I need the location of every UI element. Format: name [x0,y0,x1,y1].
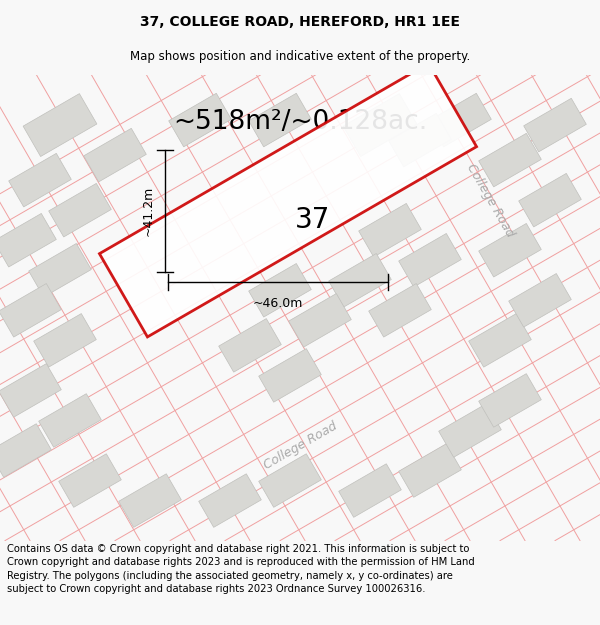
Polygon shape [368,284,431,337]
Polygon shape [0,284,61,337]
Polygon shape [289,294,352,347]
Text: ~46.0m: ~46.0m [253,298,303,310]
Polygon shape [398,234,461,287]
Polygon shape [479,374,541,428]
Polygon shape [509,274,571,327]
Polygon shape [38,394,101,448]
Polygon shape [518,173,581,227]
Polygon shape [49,183,112,237]
Text: ~41.2m: ~41.2m [142,186,155,236]
Polygon shape [83,128,146,182]
Polygon shape [8,153,71,207]
Polygon shape [259,454,322,508]
Polygon shape [259,349,322,402]
Polygon shape [338,464,401,518]
Text: Map shows position and indicative extent of the property.: Map shows position and indicative extent… [130,49,470,62]
Polygon shape [0,364,61,418]
Polygon shape [248,264,311,317]
Polygon shape [389,113,451,167]
Text: Contains OS data © Crown copyright and database right 2021. This information is : Contains OS data © Crown copyright and d… [7,544,475,594]
Text: College Road: College Road [464,161,516,239]
Polygon shape [439,404,502,458]
Polygon shape [119,474,181,528]
Text: 37: 37 [295,206,331,234]
Text: 37, COLLEGE ROAD, HEREFORD, HR1 1EE: 37, COLLEGE ROAD, HEREFORD, HR1 1EE [140,14,460,29]
Text: College Road: College Road [261,419,339,472]
Polygon shape [23,94,97,156]
Polygon shape [34,314,97,367]
Polygon shape [0,424,52,478]
Polygon shape [359,203,421,257]
Text: ~518m²/~0.128ac.: ~518m²/~0.128ac. [173,109,427,135]
Polygon shape [199,474,262,528]
Polygon shape [248,93,311,147]
Polygon shape [343,94,417,156]
Polygon shape [218,319,281,372]
Polygon shape [29,244,91,297]
Polygon shape [469,314,532,367]
Polygon shape [329,254,391,307]
Polygon shape [428,93,491,147]
Polygon shape [59,454,121,508]
Polygon shape [100,63,476,337]
Polygon shape [524,98,586,152]
Polygon shape [479,133,541,187]
Polygon shape [169,93,232,147]
Polygon shape [0,214,56,267]
Polygon shape [398,444,461,498]
Polygon shape [479,224,541,277]
